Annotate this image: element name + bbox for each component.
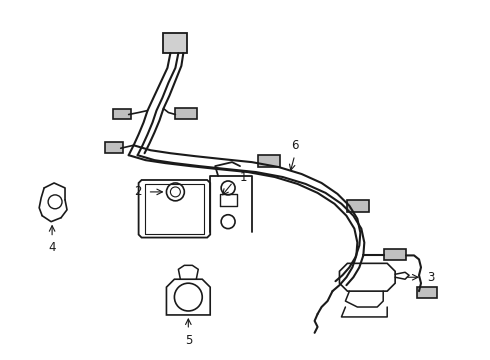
Polygon shape xyxy=(347,200,369,212)
Polygon shape xyxy=(258,155,280,167)
Text: 2: 2 xyxy=(134,185,141,198)
Text: 6: 6 xyxy=(291,139,298,152)
Polygon shape xyxy=(164,33,187,53)
Text: 4: 4 xyxy=(49,241,56,254)
Polygon shape xyxy=(175,108,197,120)
Text: 3: 3 xyxy=(427,271,435,284)
Text: 1: 1 xyxy=(239,171,247,184)
Polygon shape xyxy=(113,109,131,120)
Polygon shape xyxy=(417,287,437,298)
Polygon shape xyxy=(105,142,122,153)
Polygon shape xyxy=(384,249,406,260)
Text: 5: 5 xyxy=(185,334,192,347)
